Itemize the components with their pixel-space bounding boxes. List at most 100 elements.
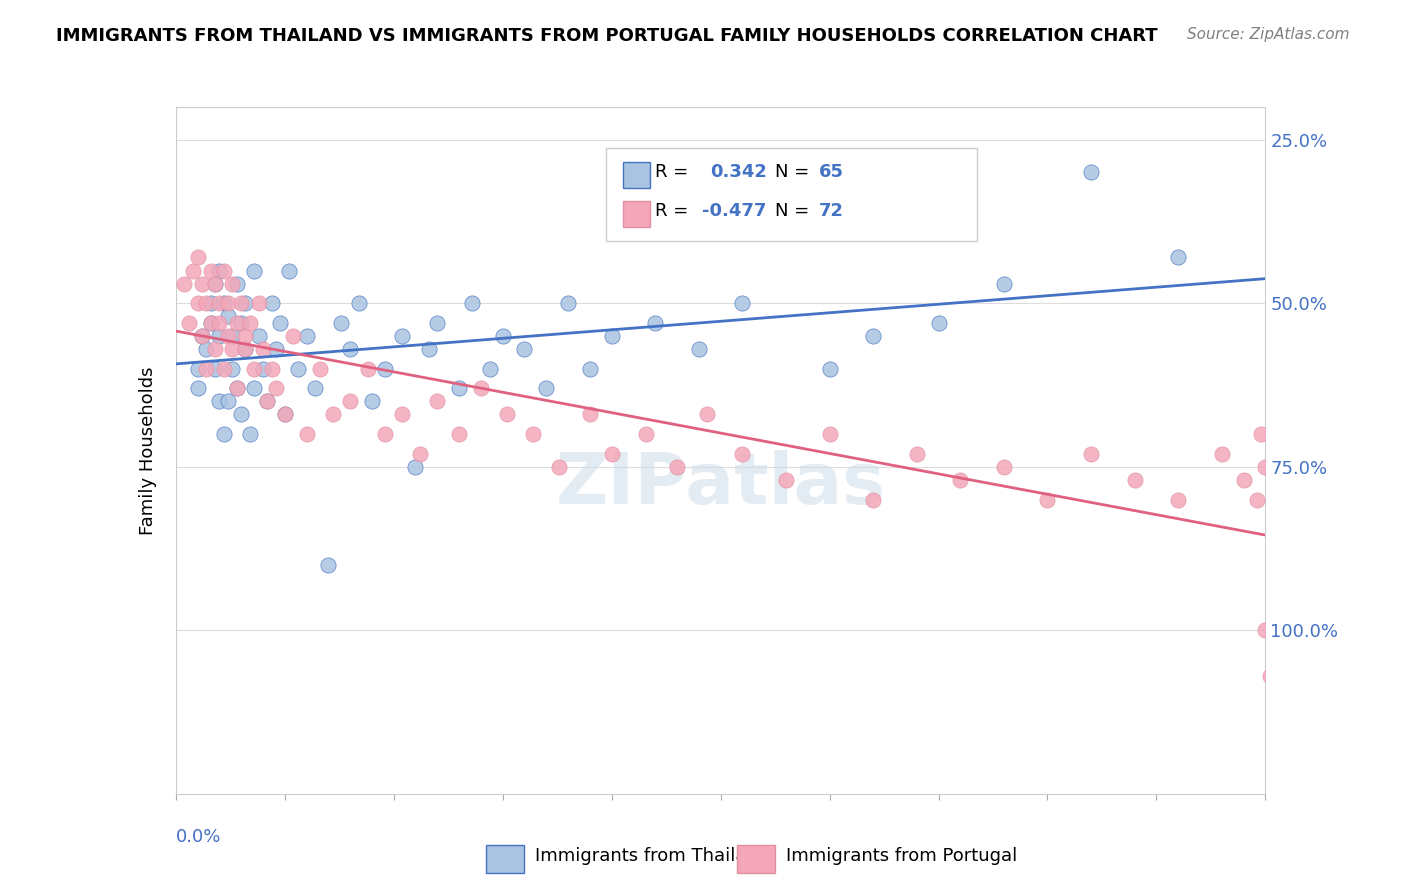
Point (243, 381, 266, 395)
Point (200, 296, 222, 310)
Bar (623, 162, 650, 188)
Point (195, 296, 218, 310)
Point (579, 408, 602, 422)
Point (905, 447, 928, 461)
Point (243, 263, 266, 277)
Text: Immigrants from Portugal: Immigrants from Portugal (786, 847, 1017, 864)
Point (862, 329, 884, 343)
Point (264, 342, 287, 356)
Point (217, 310, 239, 324)
Point (191, 277, 214, 291)
Point (260, 296, 283, 310)
Point (1258, 669, 1281, 683)
Point (274, 408, 297, 422)
Point (247, 329, 270, 343)
Point (688, 342, 710, 356)
Point (186, 296, 209, 310)
Point (548, 459, 571, 474)
Point (478, 361, 501, 376)
Point (208, 329, 231, 343)
Point (409, 447, 432, 461)
Point (221, 329, 243, 343)
Point (1232, 473, 1256, 487)
Point (195, 342, 218, 356)
Point (204, 361, 226, 376)
Text: IMMIGRANTS FROM THAILAND VS IMMIGRANTS FROM PORTUGAL FAMILY HOUSEHOLDS CORRELATI: IMMIGRANTS FROM THAILAND VS IMMIGRANTS F… (56, 27, 1159, 45)
Point (818, 427, 841, 442)
Point (235, 342, 257, 356)
Point (339, 342, 361, 356)
Point (447, 381, 470, 395)
Point (600, 447, 623, 461)
Point (391, 329, 413, 343)
Point (644, 316, 666, 330)
Point (181, 263, 204, 277)
Point (1254, 459, 1277, 474)
Point (295, 329, 318, 343)
Point (579, 361, 602, 376)
Point (195, 361, 218, 376)
Point (231, 316, 253, 330)
Point (239, 316, 262, 330)
Point (239, 427, 262, 442)
Point (231, 408, 253, 422)
Point (235, 329, 257, 343)
Y-axis label: Family Households: Family Households (139, 367, 157, 534)
Point (208, 394, 231, 409)
Bar (737, 846, 775, 873)
Point (200, 316, 222, 330)
Point (339, 394, 361, 409)
Point (260, 361, 283, 376)
Point (235, 296, 257, 310)
Text: R =: R = (655, 202, 689, 220)
Point (447, 427, 470, 442)
Point (513, 342, 536, 356)
Point (1250, 427, 1272, 442)
Point (356, 361, 378, 376)
Point (200, 263, 222, 277)
Point (204, 277, 226, 291)
Point (492, 329, 515, 343)
Point (1080, 447, 1102, 461)
Point (426, 316, 449, 330)
FancyBboxPatch shape (606, 148, 977, 241)
Point (200, 316, 222, 330)
Point (235, 342, 257, 356)
Point (636, 427, 658, 442)
Text: Immigrants from Thailand: Immigrants from Thailand (536, 847, 769, 864)
Point (278, 263, 301, 277)
Point (264, 381, 287, 395)
Point (221, 277, 243, 291)
Point (208, 296, 231, 310)
Text: 0.342: 0.342 (710, 163, 766, 181)
Point (217, 296, 239, 310)
Point (461, 296, 484, 310)
Point (221, 342, 243, 356)
Point (1254, 624, 1277, 638)
Point (212, 296, 235, 310)
Text: -0.477: -0.477 (702, 202, 766, 220)
Point (191, 329, 214, 343)
Point (534, 381, 557, 395)
Point (217, 394, 239, 409)
Point (330, 316, 353, 330)
Point (287, 361, 309, 376)
Bar (486, 846, 524, 873)
Point (993, 459, 1015, 474)
Text: R =: R = (655, 163, 689, 181)
Point (274, 408, 297, 422)
Point (212, 263, 235, 277)
Point (470, 381, 492, 395)
Point (405, 459, 427, 474)
Point (1211, 447, 1233, 461)
Point (374, 361, 396, 376)
Text: 72: 72 (818, 202, 844, 220)
Point (186, 251, 209, 265)
Point (1123, 473, 1146, 487)
Point (862, 492, 884, 507)
Point (731, 447, 754, 461)
Text: ZIPatlas: ZIPatlas (555, 450, 886, 519)
Point (818, 361, 841, 376)
Point (204, 277, 226, 291)
Point (418, 342, 440, 356)
